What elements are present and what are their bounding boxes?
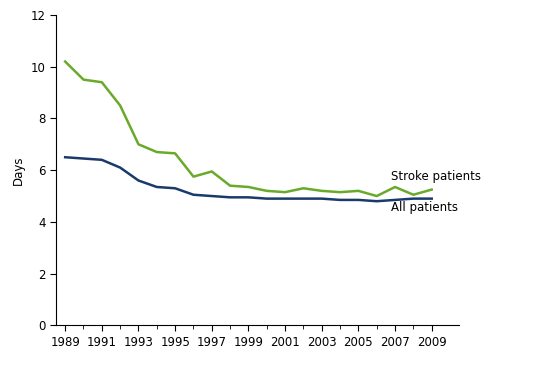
Text: Stroke patients: Stroke patients: [391, 170, 482, 183]
Y-axis label: Days: Days: [12, 156, 25, 185]
Text: All patients: All patients: [391, 201, 459, 214]
